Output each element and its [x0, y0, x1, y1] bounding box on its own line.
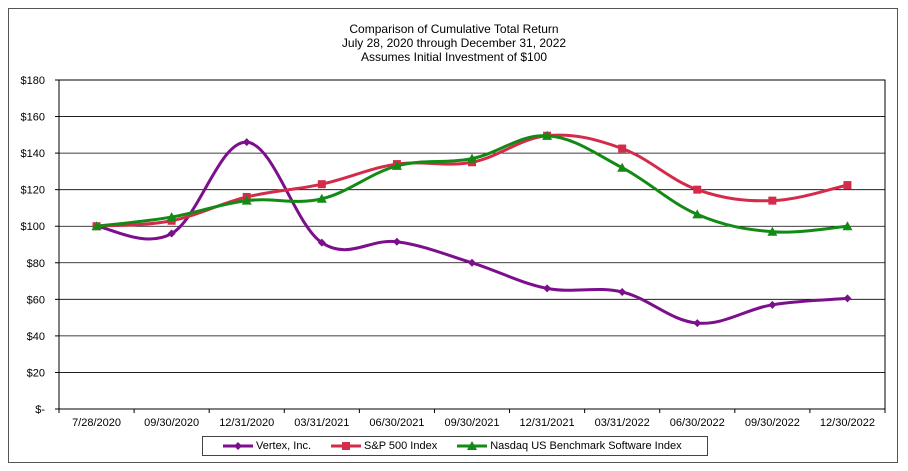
chart-subtitle-note: Assumes Initial Investment of $100: [360, 50, 548, 64]
data-point-2-3: [316, 193, 327, 203]
y-tick-label: $60: [27, 294, 45, 306]
x-tick-label: 03/31/2021: [294, 417, 349, 429]
legend-swatch: [457, 441, 488, 450]
x-tick-label: 09/30/2021: [444, 417, 499, 429]
y-tick-label: $120: [21, 185, 45, 197]
data-point-2-2: [241, 195, 252, 205]
x-tick-label: 7/28/2020: [72, 417, 121, 429]
data-point-0-6: [543, 284, 552, 293]
data-point-2-4: [391, 160, 402, 170]
data-point-0-1: [167, 229, 176, 238]
y-tick-label: $160: [21, 112, 45, 124]
data-point-1-8: [693, 185, 702, 194]
x-tick-label: 12/30/2022: [820, 417, 875, 429]
x-tick-label: 06/30/2021: [369, 417, 424, 429]
x-tick-label: 09/30/2020: [144, 417, 199, 429]
y-tick-label: $180: [21, 75, 45, 87]
data-point-2-0: [91, 221, 102, 231]
legend-item: Vertex, Inc.: [223, 440, 311, 452]
data-point-0-3: [317, 238, 326, 247]
y-tick-label: $40: [27, 331, 45, 343]
legend-label: Nasdaq US Benchmark Software Index: [490, 440, 682, 452]
x-tick-label: 12/31/2020: [219, 417, 274, 429]
y-tick-label: $140: [21, 148, 45, 160]
series-line-0: [96, 140, 848, 325]
data-point-0-4: [392, 237, 401, 246]
y-tick-label: $100: [21, 221, 45, 233]
x-tick-label: 12/31/2021: [520, 417, 575, 429]
data-point-0-7: [618, 288, 627, 297]
data-point-1-10: [843, 181, 852, 190]
legend-item: S&P 500 Index: [331, 440, 437, 452]
legend-swatch: [331, 442, 362, 450]
x-tick-label: 03/31/2022: [595, 417, 650, 429]
chart-legend: Vertex, Inc. S&P 500 Index Nasdaq US Bench…: [202, 436, 708, 456]
data-point-2-6: [542, 130, 553, 140]
y-tick-label: $80: [27, 258, 45, 270]
data-point-2-1: [166, 212, 177, 222]
data-point-2-7: [617, 162, 628, 172]
chart-subtitle: July 28, 2020 through December 31, 2022: [341, 36, 567, 50]
data-point-0-8: [693, 319, 702, 328]
data-point-2-10: [842, 221, 853, 231]
legend-item: Nasdaq US Benchmark Software Index: [457, 440, 682, 452]
y-tick-label: $-: [35, 404, 45, 416]
data-point-2-5: [467, 153, 477, 163]
data-point-2-9: [767, 226, 778, 236]
chart-title: Comparison of Cumulative Total Return: [349, 22, 559, 36]
legend-label: Vertex, Inc.: [256, 440, 312, 452]
data-point-0-2: [242, 138, 251, 147]
data-point-2-8: [692, 209, 703, 219]
x-tick-label: 09/30/2022: [745, 417, 800, 429]
y-tick-label: $20: [27, 367, 45, 379]
data-point-0-9: [768, 300, 777, 309]
legend-label: S&P 500 Index: [364, 440, 438, 452]
data-point-0-5: [468, 258, 476, 267]
plot-area: [58, 79, 886, 410]
data-point-1-3: [317, 180, 326, 189]
x-tick-label: 06/30/2022: [670, 417, 725, 429]
data-point-1-9: [768, 196, 777, 205]
data-point-0-10: [843, 294, 852, 303]
data-point-1-7: [618, 144, 627, 153]
legend-swatch: [223, 442, 253, 450]
